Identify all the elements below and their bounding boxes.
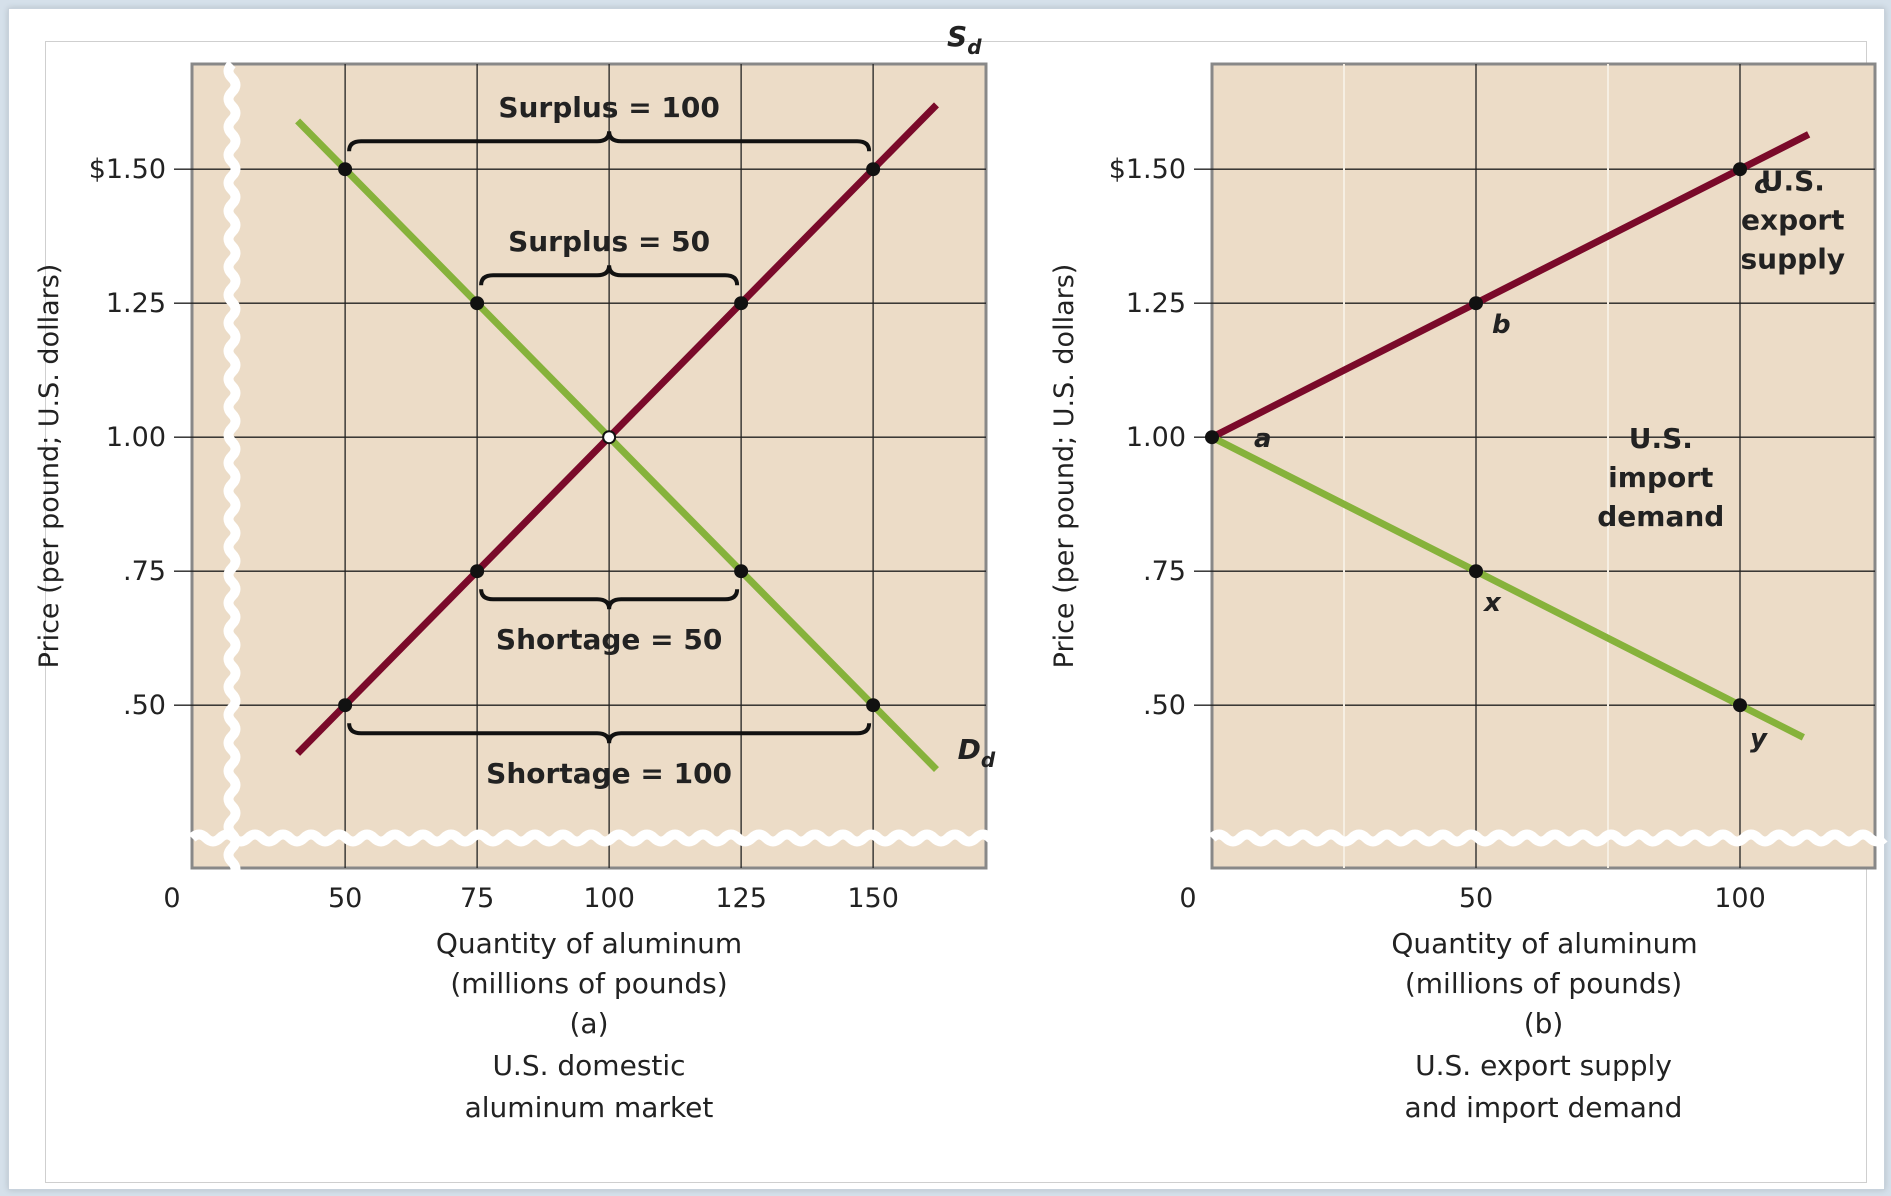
caption-line1: U.S. export supply: [1415, 1049, 1672, 1082]
brace-label: Shortage = 50: [496, 623, 722, 656]
data-point: [1733, 162, 1747, 177]
data-point: [470, 296, 485, 311]
x-tick-label: 75: [460, 883, 494, 914]
y-tick-label: .75: [123, 556, 166, 587]
y-tick-label: 1.25: [1126, 288, 1186, 319]
data-point: [866, 698, 881, 713]
y-tick-label: 1.00: [1126, 422, 1186, 453]
data-point: [1469, 564, 1483, 579]
panel-label: (b): [1524, 1007, 1564, 1040]
x-tick-label: 50: [328, 883, 362, 914]
x-origin-label: 0: [163, 883, 180, 914]
y-tick-label: .75: [1143, 556, 1186, 587]
series-label-line: export: [1741, 204, 1845, 237]
axis-break-x: [188, 829, 1008, 847]
data-point: [1733, 698, 1747, 713]
y-tick-label: $1.50: [1109, 154, 1186, 185]
series-label: Sd: [947, 20, 982, 59]
y-axis-label: Price (per pound; U.S. dollars): [34, 264, 65, 669]
x-tick-label: 125: [715, 883, 767, 914]
series-line: [295, 102, 939, 756]
panel-b-chart: .50 .75 1.00 1.25 $1.50 50 100 0 Quantity of alu…: [1049, 62, 1888, 1124]
x-origin-label: 0: [1179, 883, 1196, 914]
series-line: [1210, 131, 1811, 441]
data-point: [866, 162, 881, 177]
brace: [479, 265, 740, 286]
series-label-line: U.S.: [1761, 165, 1825, 198]
x-tick-label: 50: [1459, 883, 1493, 914]
x-axis-label-line1: Quantity of aluminum: [436, 927, 742, 960]
x-axis-label-line2: (millions of pounds): [1405, 967, 1682, 1000]
y-tick-label: $1.50: [89, 154, 166, 185]
series-label-subscript: d: [981, 748, 996, 772]
data-point: [734, 296, 749, 311]
data-point: [1205, 430, 1219, 445]
x-axis-label-line2: (millions of pounds): [450, 967, 727, 1000]
data-point: [338, 162, 353, 177]
brace-label: Surplus = 50: [508, 225, 710, 258]
x-tick-label: 100: [583, 883, 635, 914]
brace: [347, 131, 872, 152]
equilibrium-point: [602, 430, 617, 445]
caption-line1: U.S. domestic: [492, 1049, 685, 1082]
series-label-main: S: [947, 20, 967, 53]
series-label-main: D: [958, 733, 981, 766]
axis-break-y: [223, 60, 241, 880]
brace-label: Shortage = 100: [486, 757, 732, 790]
series-line: [1210, 434, 1805, 741]
point-label: y: [1750, 724, 1768, 754]
caption-line2: aluminum market: [465, 1091, 714, 1124]
series-label-line: demand: [1597, 500, 1724, 533]
point-label: c: [1754, 170, 1770, 200]
data-point: [734, 564, 749, 579]
y-tick-label: 1.00: [106, 422, 166, 453]
x-tick-label: 100: [1714, 883, 1766, 914]
brace: [347, 723, 872, 744]
series-label-line: supply: [1741, 243, 1846, 276]
point-label: x: [1482, 588, 1502, 618]
brace: [479, 589, 740, 610]
y-tick-label: .50: [123, 690, 166, 721]
caption-line2: and import demand: [1405, 1091, 1683, 1124]
data-point: [338, 698, 353, 713]
y-tick-label: 1.25: [106, 288, 166, 319]
plot-area: [190, 62, 988, 870]
series-label-subscript: d: [967, 35, 982, 59]
series-line: [295, 118, 939, 772]
brace-label: Surplus = 100: [498, 91, 720, 124]
data-point: [470, 564, 485, 579]
y-axis-label: Price (per pound; U.S. dollars): [1049, 264, 1080, 669]
x-axis-label-line1: Quantity of aluminum: [1391, 927, 1697, 960]
point-label: b: [1492, 310, 1511, 340]
series-label: Dd: [958, 733, 996, 772]
series-label-line: U.S.: [1629, 422, 1693, 455]
axis-break-x: [1208, 829, 1888, 847]
plot-area: [1210, 62, 1877, 870]
y-tick-label: .50: [1143, 690, 1186, 721]
series-label-line: import: [1608, 461, 1713, 494]
data-point: [1469, 296, 1483, 311]
panel-a-chart: .50 .75 1.00 1.25 $1.50 50 75 100 125 150 0 Surplus…: [34, 20, 1008, 1124]
panel-label: (a): [569, 1007, 608, 1040]
point-label: a: [1254, 424, 1272, 454]
x-tick-label: 150: [847, 883, 899, 914]
